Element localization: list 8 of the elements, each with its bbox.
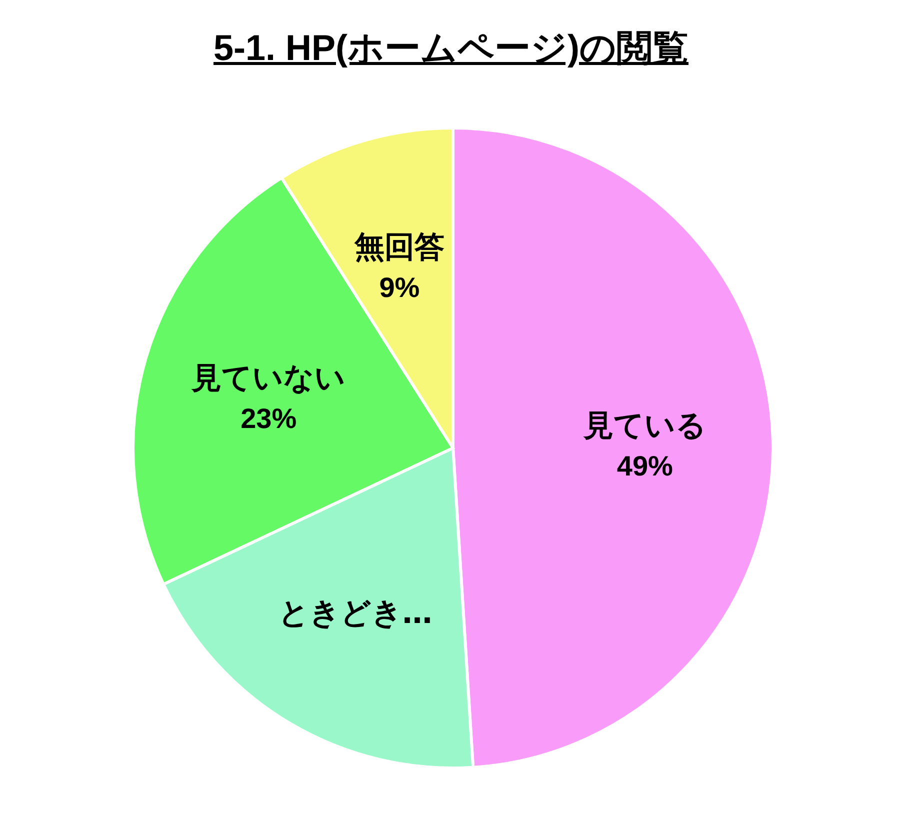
slice-label: 見ていない: [190, 360, 346, 396]
slice-label: 無回答: [353, 230, 444, 266]
slice-label: ときどき…: [278, 596, 432, 631]
data-label: 23%: [240, 402, 297, 434]
data-label: 49%: [616, 450, 674, 482]
data-label: 9%: [379, 272, 420, 304]
slice-label: 見ている: [582, 408, 706, 444]
chart-title: 5-1. HP(ホームページ)の閲覧: [212, 26, 690, 70]
